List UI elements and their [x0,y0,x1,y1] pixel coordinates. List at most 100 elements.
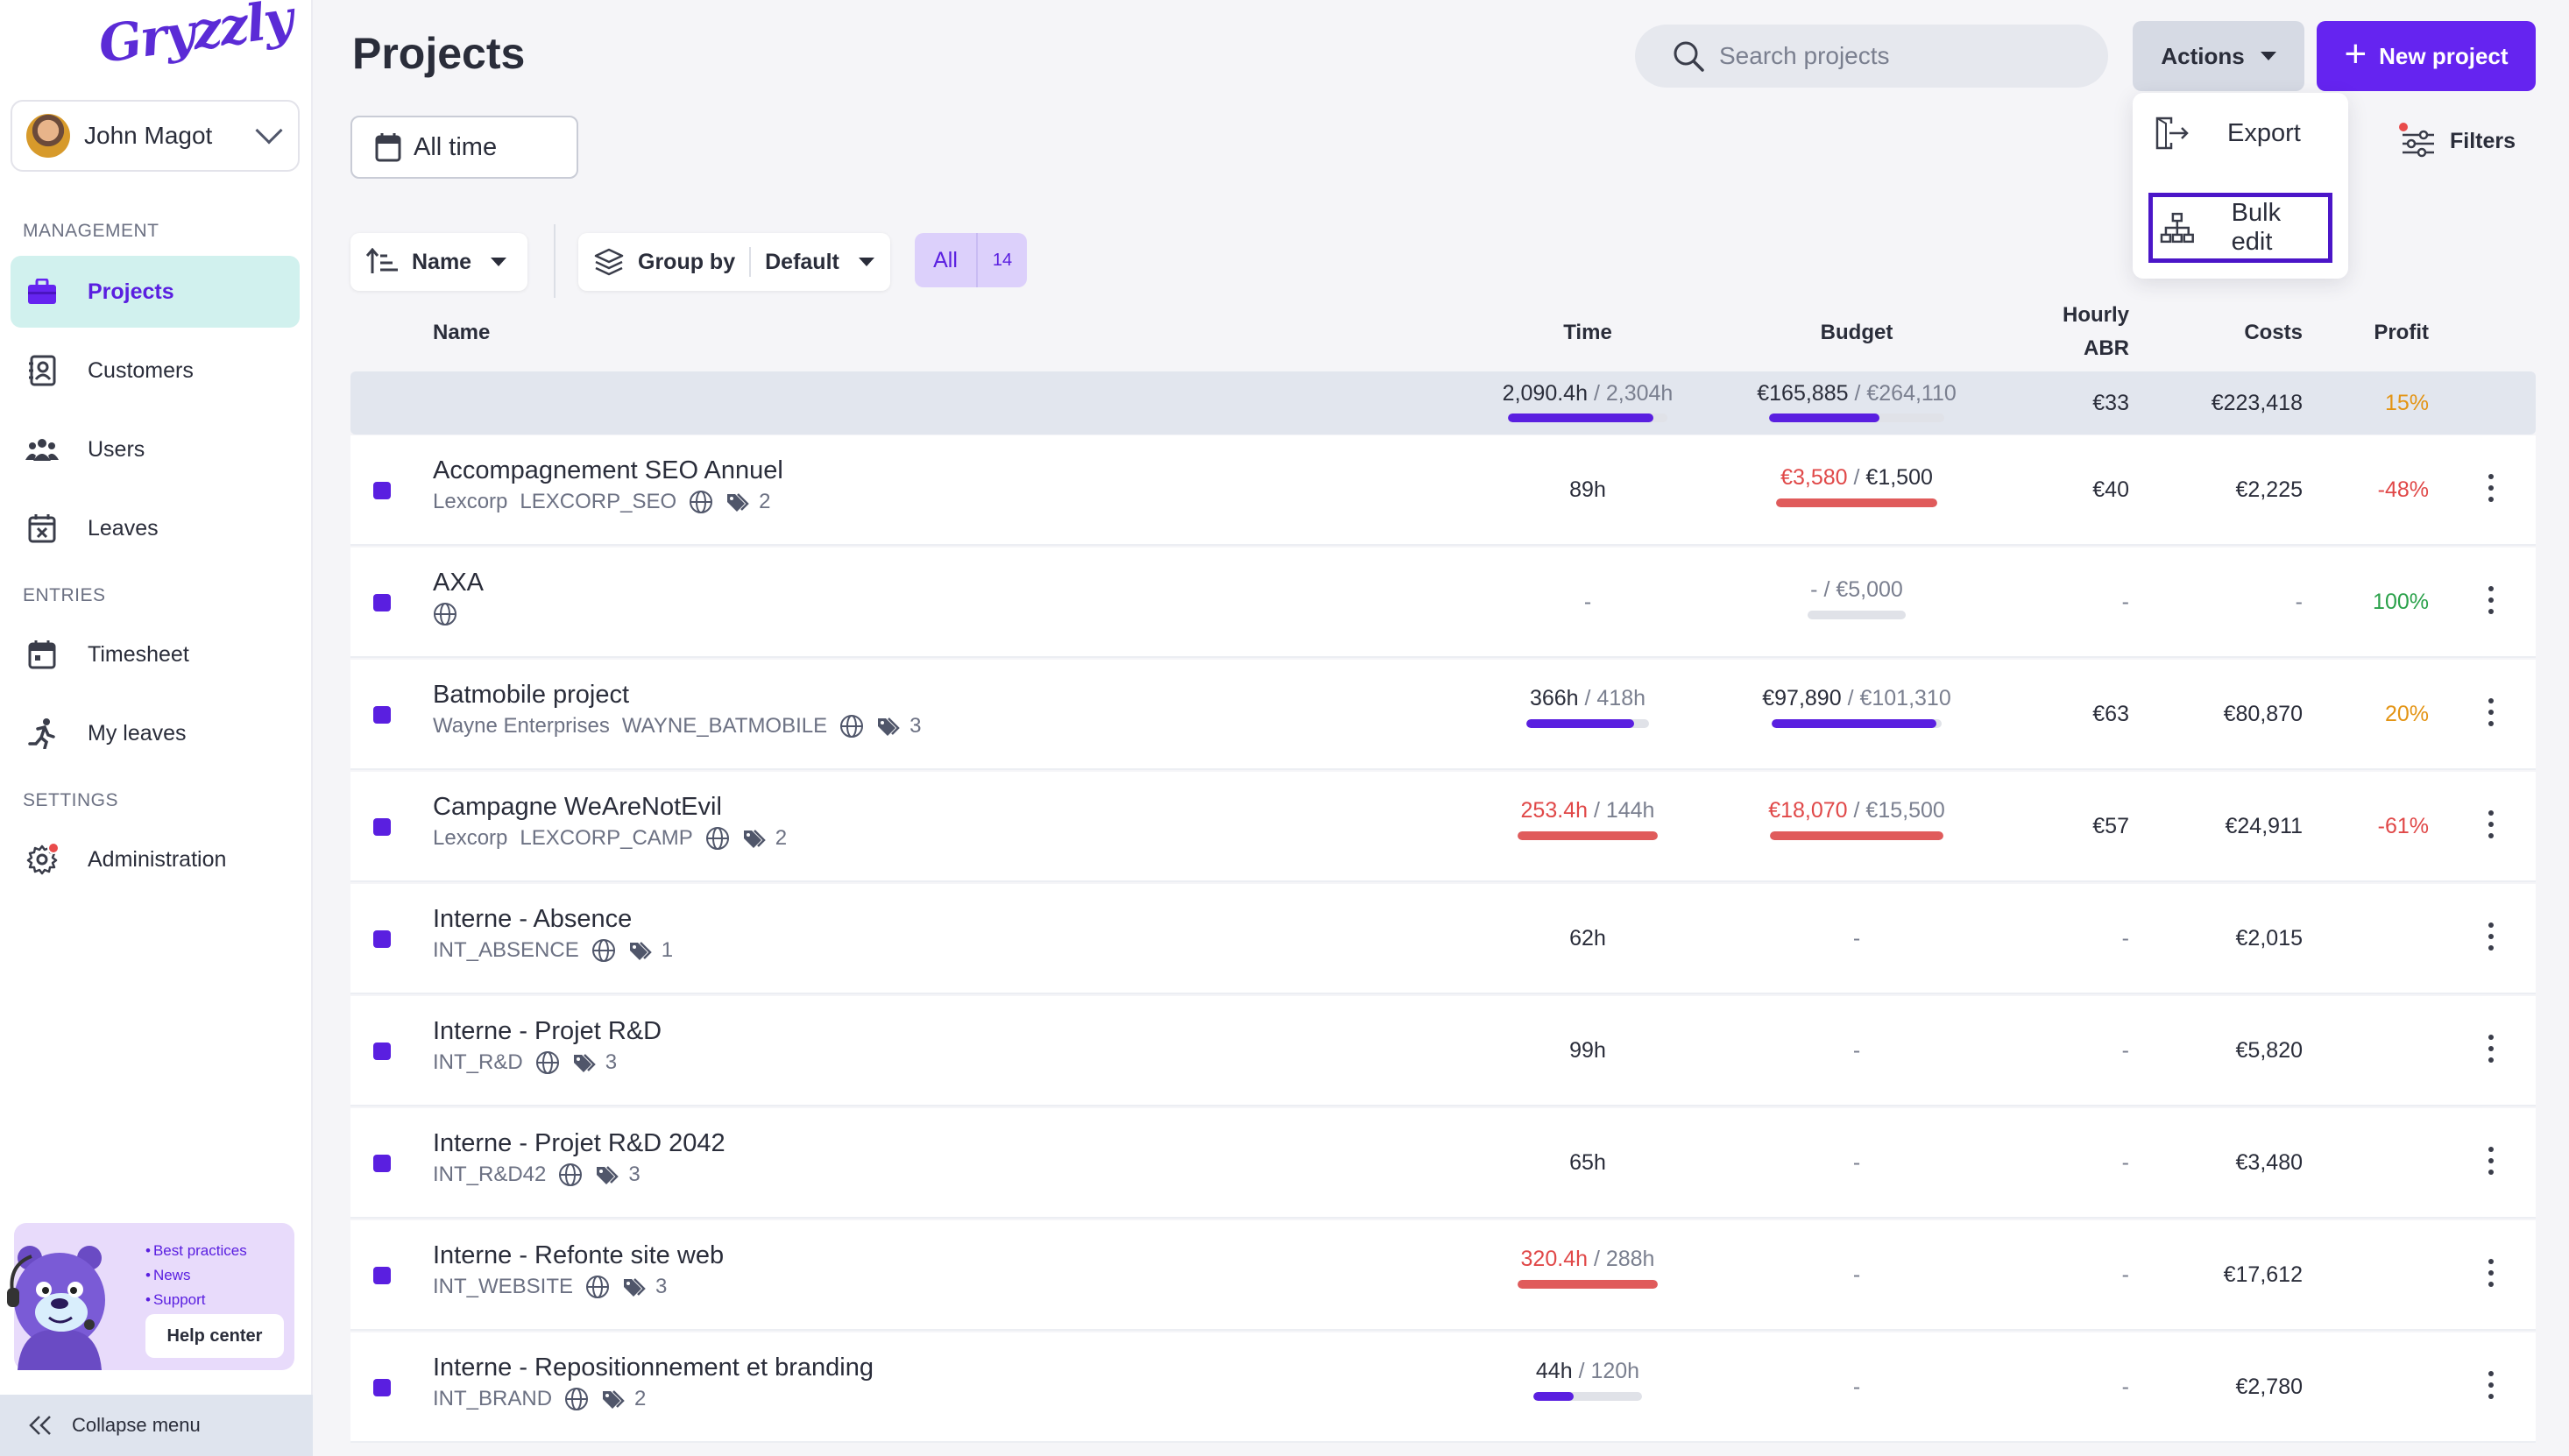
project-name[interactable]: Interne - Repositionnement et branding [433,1354,874,1382]
search-bar[interactable] [1635,25,2108,88]
project-name[interactable]: Interne - Refonte site web [433,1241,725,1269]
row-menu-icon[interactable] [2488,1147,2495,1175]
app-logo[interactable]: Gryzzly [95,0,296,75]
row-menu-icon[interactable] [2488,474,2495,502]
status-filter-segment[interactable]: All 14 [915,233,1027,287]
briefcase-icon [25,274,60,309]
project-name[interactable]: Accompagnement SEO Annuel [433,456,783,484]
costs-value: €3,480 [2235,1150,2303,1175]
time-bar [1518,1280,1658,1289]
sidebar-item-label: Users [88,436,145,462]
sidebar-item-users[interactable]: Users [11,413,300,485]
row-menu-icon[interactable] [2488,586,2495,614]
row-menu-icon[interactable] [2488,1259,2495,1287]
summary-costs: €223,418 [2211,391,2303,415]
table-row[interactable]: Interne - Refonte site web INT_WEBSITE 3… [350,1220,2536,1331]
help-link-support[interactable]: Support [145,1288,247,1312]
column-header-costs[interactable]: Costs [2244,321,2303,344]
sidebar-item-leaves[interactable]: Leaves [11,492,300,564]
filters-button[interactable]: Filters [2399,123,2516,159]
project-meta: Lexcorp LEXCORP_CAMP 2 [433,826,787,851]
project-name[interactable]: AXA [433,569,485,597]
table-row[interactable]: Batmobile project Wayne Enterprises WAYN… [350,660,2536,770]
column-header-budget[interactable]: Budget [1820,321,1893,344]
sidebar-item-label: My leaves [88,720,187,746]
column-header-time[interactable]: Time [1563,321,1612,344]
table-row[interactable]: Interne - Absence INT_ABSENCE 1 62h - - … [350,884,2536,994]
calendar-icon [375,133,401,162]
search-input[interactable] [1719,42,2087,70]
project-name[interactable]: Batmobile project [433,681,630,709]
user-name: John Magot [84,122,213,149]
tag-count: 3 [628,1163,640,1186]
users-icon [25,432,60,467]
sidebar-item-my-leaves[interactable]: My leaves [11,697,300,769]
table-row[interactable]: Interne - Projet R&D INT_R&D 3 99h - - €… [350,996,2536,1106]
row-menu-icon[interactable] [2488,1035,2495,1063]
row-menu-icon[interactable] [2488,810,2495,838]
group-by-button[interactable]: Group by Default [578,233,890,291]
summary-profit: 15% [2384,391,2429,415]
project-name[interactable]: Interne - Projet R&D [433,1017,662,1045]
time-value: 320.4h / 288h [1520,1247,1655,1271]
sidebar: Gryzzly John Magot MANAGEMENT Projects C… [0,0,313,1456]
project-color-swatch [373,1379,391,1396]
project-meta: INT_BRAND 2 [433,1387,646,1411]
help-link-best-practices[interactable]: Best practices [145,1239,247,1263]
project-name[interactable]: Interne - Absence [433,905,633,933]
help-center-button[interactable]: Help center [145,1314,284,1358]
budget-value: - [1852,1150,1861,1175]
column-header-hourly[interactable]: Hourly [2062,303,2129,327]
segment-all-label[interactable]: All [933,247,958,272]
menu-item-bulk-edit[interactable]: Bulk edit [2148,193,2332,263]
row-menu-icon[interactable] [2488,1371,2495,1399]
plus-icon: + [2344,32,2367,75]
project-name[interactable]: Campagne WeAreNotEvil [433,793,722,821]
project-color-swatch [373,1155,391,1172]
project-name[interactable]: Interne - Projet R&D 2042 [433,1129,725,1157]
project-code: INT_R&D [433,1050,523,1074]
sidebar-item-projects[interactable]: Projects [11,256,300,328]
actions-button-label: Actions [2161,42,2245,69]
collapse-menu-button[interactable]: Collapse menu [0,1395,313,1456]
sidebar-item-label: Customers [88,357,194,383]
help-link-news[interactable]: News [145,1263,247,1288]
costs-value: €2,015 [2235,926,2303,951]
budget-value: - [1852,1262,1861,1287]
hierarchy-icon [2160,212,2194,244]
new-project-button[interactable]: + New project [2317,21,2536,91]
table-row[interactable]: AXA - - / €5,000 - - 100% [350,548,2536,658]
actions-button[interactable]: Actions [2133,21,2304,91]
project-code: WAYNE_BATMOBILE [621,714,828,738]
table-row[interactable]: Accompagnement SEO Annuel Lexcorp LEXCOR… [350,435,2536,546]
costs-value: €80,870 [2223,702,2303,726]
table-row[interactable]: Campagne WeAreNotEvil Lexcorp LEXCORP_CA… [350,772,2536,882]
budget-bar [1808,611,1906,619]
hourly-value: €57 [2092,814,2129,838]
user-menu[interactable]: John Magot [11,100,300,172]
table-row[interactable]: Interne - Projet R&D 2042 INT_R&D42 3 65… [350,1108,2536,1219]
row-menu-icon[interactable] [2488,698,2495,726]
double-chevron-left-icon [29,1416,51,1435]
sidebar-item-timesheet[interactable]: Timesheet [11,618,300,690]
collapse-menu-label: Collapse menu [72,1414,201,1436]
help-card: Best practices News Support Help center [7,1223,294,1370]
date-range-button[interactable]: All time [350,116,578,179]
menu-item-export[interactable]: Export [2133,98,2348,168]
row-menu-icon[interactable] [2488,922,2495,951]
hourly-value: €63 [2092,702,2129,726]
column-header-name[interactable]: Name [433,321,491,344]
project-color-swatch [373,482,391,499]
project-color-swatch [373,594,391,611]
column-header-abr: ABR [2084,336,2129,360]
budget-value: €97,890 / €101,310 [1762,686,1951,710]
search-icon [1674,41,1704,72]
costs-value: - [2295,590,2303,614]
sidebar-item-administration[interactable]: Administration [11,823,300,895]
project-code: INT_WEBSITE [433,1275,574,1298]
table-row[interactable]: Interne - Repositionnement et branding I… [350,1332,2536,1443]
sort-button[interactable]: Name [350,233,527,291]
sidebar-item-customers[interactable]: Customers [11,335,300,406]
column-header-profit[interactable]: Profit [2374,321,2429,344]
section-settings: SETTINGS [23,790,119,810]
